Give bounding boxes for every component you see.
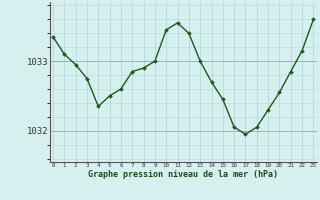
X-axis label: Graphe pression niveau de la mer (hPa): Graphe pression niveau de la mer (hPa) <box>88 170 278 179</box>
